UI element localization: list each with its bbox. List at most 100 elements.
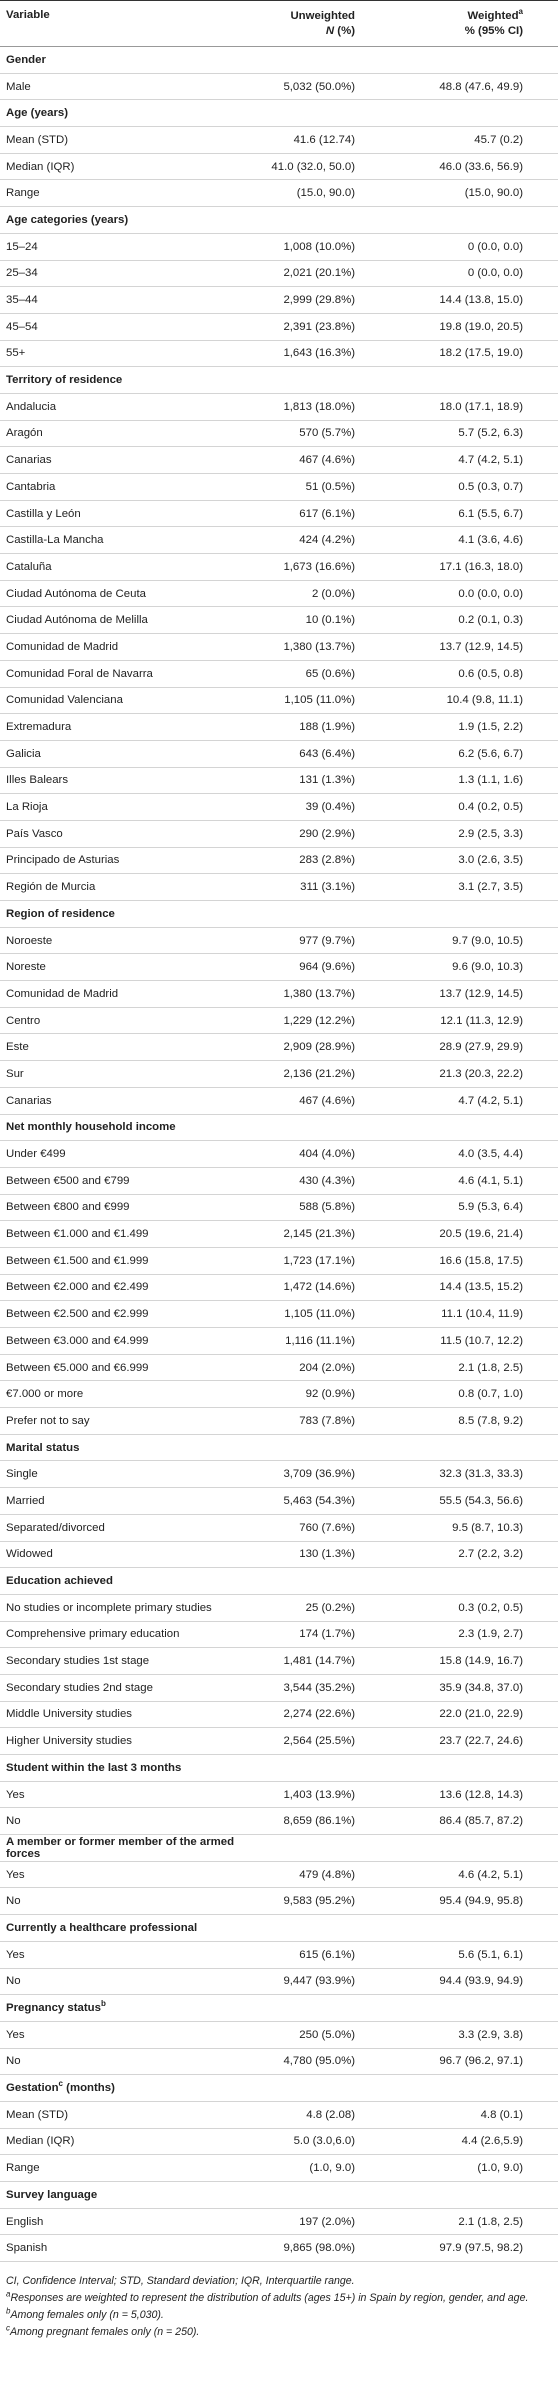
header-cell: Weighteda % (95% CI)	[355, 1, 523, 46]
unweighted-cell: 430 (4.3%)	[299, 1174, 355, 1187]
unweighted-cell: 2,391 (23.8%)	[283, 320, 355, 333]
weighted-cell: 21.3 (20.3, 22.2)	[439, 1067, 523, 1080]
row-label: Castilla-La Mancha	[6, 534, 104, 547]
footnote-mark: c	[58, 2079, 63, 2089]
row-label: Between €1.500 and €1.999	[6, 1254, 149, 1267]
unweighted-cell: 588 (5.8%)	[299, 1201, 355, 1214]
row-label: Mean (STD)	[6, 133, 69, 146]
table-row: Median (IQR) 5.0 (3.0,6.0) 4.4 (2.6,5.9)	[0, 2129, 558, 2156]
weighted-cell: 3.3 (2.9, 3.8)	[458, 2028, 523, 2041]
row-label: Between €2.500 and €2.999	[6, 1308, 149, 1321]
table-row: Extremadura 188 (1.9%) 1.9 (1.5, 2.2)	[0, 714, 558, 741]
unweighted-cell: 5,032 (50.0%)	[283, 80, 355, 93]
unweighted-cell: 10 (0.1%)	[305, 614, 355, 627]
table-row: Male 5,032 (50.0%) 48.8 (47.6, 49.9)	[0, 74, 558, 101]
table-row: €7.000 or more 92 (0.9%) 0.8 (0.7, 1.0)	[0, 1381, 558, 1409]
unweighted-cell: 467 (4.6%)	[299, 454, 355, 467]
section-title-text: Student within the last 3 months	[6, 1761, 182, 1774]
unweighted-cell: 174 (1.7%)	[299, 1628, 355, 1641]
unweighted-cell: 1,229 (12.2%)	[283, 1014, 355, 1027]
table-row: Widowed 130 (1.3%) 2.7 (2.2, 3.2)	[0, 1542, 558, 1569]
footnote-mark: c	[6, 2323, 10, 2333]
header-text: Unweighted	[290, 10, 355, 22]
header-cell: Unweighted N (%)	[250, 1, 355, 46]
table-row: Middle University studies 2,274 (22.6%) 22…	[0, 1702, 558, 1729]
table-row: Castilla y León 617 (6.1%) 6.1 (5.5, 6.7)	[0, 501, 558, 528]
section-title: Pregnancy statusb	[0, 2000, 250, 2014]
row-label: Ciudad Autónoma de Melilla	[6, 614, 148, 627]
unweighted-cell: 1,643 (16.3%)	[283, 347, 355, 360]
weighted-cell: 0.3 (0.2, 0.5)	[458, 1601, 523, 1614]
weighted-cell: 0.0 (0.0, 0.0)	[458, 587, 523, 600]
row-label: English	[6, 2215, 44, 2228]
row-label: Comprehensive primary education	[6, 1628, 180, 1641]
section-row: Education achieved	[0, 1568, 558, 1595]
weighted-cell: 19.8 (19.0, 20.5)	[439, 320, 523, 333]
row-label: No	[6, 2055, 21, 2068]
weighted-cell: 0.8 (0.7, 1.0)	[458, 1388, 523, 1401]
unweighted-cell: 2,145 (21.3%)	[283, 1228, 355, 1241]
weighted-cell: 0.5 (0.3, 0.7)	[458, 480, 523, 493]
table-row: Comprehensive primary education 174 (1.7%…	[0, 1622, 558, 1649]
row-label: Median (IQR)	[6, 2135, 75, 2148]
weighted-cell: 0.2 (0.1, 0.3)	[458, 614, 523, 627]
weighted-cell: 5.7 (5.2, 6.3)	[458, 427, 523, 440]
row-label: Higher University studies	[6, 1735, 132, 1748]
footnote-mark: a	[6, 2289, 11, 2299]
weighted-cell: 5.6 (5.1, 6.1)	[458, 1948, 523, 1961]
section-title: Net monthly household income	[0, 1121, 250, 1133]
section-row: Currently a healthcare professional	[0, 1915, 558, 1942]
section-title-text: Age categories (years)	[6, 213, 129, 226]
unweighted-cell: 643 (6.4%)	[299, 747, 355, 760]
weighted-cell: 4.1 (3.6, 4.6)	[458, 534, 523, 547]
unweighted-cell: 2,909 (28.9%)	[283, 1041, 355, 1054]
header-text: % (95% CI)	[464, 25, 523, 37]
row-label: Yes	[6, 2028, 25, 2041]
unweighted-cell: 2,564 (25.5%)	[283, 1735, 355, 1748]
row-label: Extremadura	[6, 721, 72, 734]
weighted-cell: 4.6 (4.2, 5.1)	[458, 1868, 523, 1881]
table-row: Mean (STD) 4.8 (2.08) 4.8 (0.1)	[0, 2102, 558, 2129]
weighted-cell: 2.9 (2.5, 3.3)	[458, 827, 523, 840]
table-row: Cantabria 51 (0.5%) 0.5 (0.3, 0.7)	[0, 474, 558, 501]
row-label: Sur	[6, 1067, 24, 1080]
table-row: Between €1.000 and €1.499 2,145 (21.3%) 20…	[0, 1221, 558, 1248]
unweighted-cell: 290 (2.9%)	[299, 827, 355, 840]
section-row: Student within the last 3 months	[0, 1755, 558, 1782]
table-row: Centro 1,229 (12.2%) 12.1 (11.3, 12.9)	[0, 1008, 558, 1035]
unweighted-cell: 1,008 (10.0%)	[283, 240, 355, 253]
weighted-cell: 4.4 (2.6,5.9)	[461, 2135, 523, 2148]
table-row: Range (15.0, 90.0) (15.0, 90.0)	[0, 180, 558, 208]
weighted-cell: 0 (0.0, 0.0)	[467, 267, 523, 280]
section-row: Age categories (years)	[0, 207, 558, 234]
header-text: N (%)	[250, 24, 355, 39]
section-title-text: A member or former member of the armed f…	[6, 1835, 235, 1860]
weighted-cell: 11.5 (10.7, 12.2)	[440, 1334, 523, 1347]
section-row: Survey language	[0, 2182, 558, 2209]
weighted-cell: 94.4 (93.9, 94.9)	[439, 1975, 523, 1988]
weighted-cell: 97.9 (97.5, 98.2)	[439, 2242, 523, 2255]
row-label: Cataluña	[6, 560, 52, 573]
table-row: Higher University studies 2,564 (25.5%) 23…	[0, 1728, 558, 1755]
table-row: Comunidad Valenciana 1,105 (11.0%) 10.4 (9…	[0, 688, 558, 715]
unweighted-cell: 130 (1.3%)	[299, 1548, 355, 1561]
unweighted-cell: 404 (4.0%)	[299, 1148, 355, 1161]
unweighted-cell: 1,472 (14.6%)	[283, 1281, 355, 1294]
row-label: Comunidad Valenciana	[6, 694, 123, 707]
table-row: Yes 479 (4.8%) 4.6 (4.2, 5.1)	[0, 1862, 558, 1889]
footnote-text: Responses are weighted to represent the …	[10, 2292, 529, 2304]
unweighted-cell: 479 (4.8%)	[299, 1868, 355, 1881]
table-row: Spanish 9,865 (98.0%) 97.9 (97.5, 98.2)	[0, 2235, 558, 2263]
unweighted-cell: 204 (2.0%)	[299, 1361, 355, 1374]
unweighted-cell: 2 (0.0%)	[311, 587, 355, 600]
row-label: Comunidad de Madrid	[6, 640, 119, 653]
footnote: bAmong females only (n = 5,030).	[6, 2307, 552, 2323]
unweighted-cell: 250 (5.0%)	[299, 2028, 355, 2041]
weighted-cell: 18.0 (17.1, 18.9)	[439, 400, 523, 413]
unweighted-cell: 41.0 (32.0, 50.0)	[271, 160, 355, 173]
row-label: Middle University studies	[6, 1708, 132, 1721]
section-title-text: Age (years)	[6, 107, 69, 120]
table-row: Between €800 and €999 588 (5.8%) 5.9 (5.3,…	[0, 1195, 558, 1222]
weighted-cell: 16.6 (15.8, 17.5)	[439, 1254, 523, 1267]
section-title: Education achieved	[0, 1575, 250, 1587]
